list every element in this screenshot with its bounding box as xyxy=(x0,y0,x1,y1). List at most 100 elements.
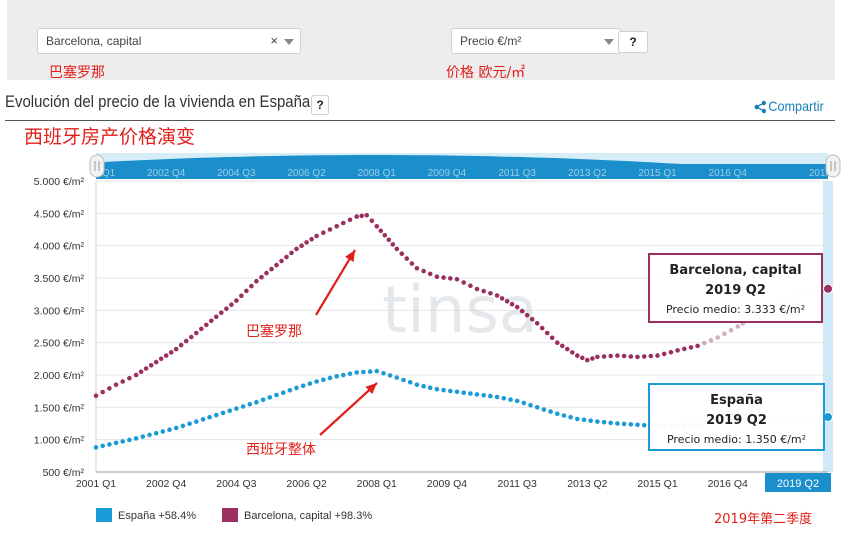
tooltip-box xyxy=(648,253,823,323)
x-axis: 2001 Q1 2002 Q4 2004 Q3 2006 Q2 2008 Q1 2009 … xyxy=(76,471,831,492)
line-dot xyxy=(675,348,680,353)
line-dot xyxy=(127,375,132,381)
line-dot xyxy=(367,369,373,374)
unit-help-button[interactable]: ? xyxy=(618,31,648,53)
line-dot xyxy=(421,383,426,389)
line-dot xyxy=(561,413,567,418)
line-dot xyxy=(279,258,284,264)
line-dot xyxy=(427,385,433,390)
y-tick-label: 3.500 €/m² xyxy=(34,273,85,285)
line-dot xyxy=(259,274,264,280)
line-dot xyxy=(234,406,239,411)
line-dot xyxy=(441,387,446,393)
line-dot xyxy=(224,306,229,311)
line-dot xyxy=(93,393,99,398)
x-tick-label: 2009 Q4 xyxy=(427,478,467,490)
line-dot xyxy=(434,386,440,392)
line-dot xyxy=(100,443,105,449)
line-dot xyxy=(509,301,515,307)
page-title: Evolución del precio de la vivienda en E… xyxy=(5,92,311,111)
line-dot xyxy=(590,356,595,361)
line-dot xyxy=(441,275,446,280)
line-dot xyxy=(661,351,667,357)
line-dot xyxy=(113,440,119,446)
line-dot xyxy=(549,335,555,341)
arrow-shaft xyxy=(315,249,356,316)
navigator-tick-label: 2006 Q2 xyxy=(287,168,326,179)
line-dot xyxy=(93,445,99,450)
title-help-button[interactable]: ? xyxy=(311,95,329,115)
line-dot xyxy=(514,398,520,404)
line-dot xyxy=(702,340,707,346)
line-dot xyxy=(294,246,299,252)
x-tick-label: 2016 Q4 xyxy=(708,478,748,490)
line-dot xyxy=(173,425,179,431)
line-dot xyxy=(580,355,585,361)
line-dot xyxy=(565,346,570,352)
legend-item-espana[interactable]: España +58.4% xyxy=(96,508,196,522)
city-annotation: 巴塞罗那 xyxy=(49,65,105,81)
unit-select[interactable]: Precio €/m² xyxy=(451,28,621,54)
line-dot xyxy=(407,380,413,385)
navigator-tick-label: 2009 Q4 xyxy=(428,168,467,179)
line-dot xyxy=(688,345,694,350)
line-dot xyxy=(167,427,172,433)
line-dot xyxy=(454,389,460,395)
line-dot xyxy=(244,288,249,294)
line-dot xyxy=(254,278,259,284)
spain-annotation: 西班牙整体 xyxy=(246,442,316,458)
line-dot xyxy=(204,322,209,328)
line-dot xyxy=(541,407,547,412)
line-dot xyxy=(608,353,613,359)
legend-item-barcelona[interactable]: Barcelona, capital +98.3% xyxy=(222,508,372,522)
line-dot xyxy=(138,369,144,375)
y-tick-label: 2.000 €/m² xyxy=(34,370,85,382)
line-dot xyxy=(404,256,410,261)
filter-bar: Barcelona, capital × Precio €/m² ? 巴塞罗那 … xyxy=(7,0,835,81)
quarter-annotation: 2019年第二季度 xyxy=(714,512,813,527)
city-select[interactable]: Barcelona, capital × xyxy=(37,28,301,54)
legend-swatch-espana xyxy=(96,508,112,522)
line-dot xyxy=(474,392,480,397)
line-dot xyxy=(194,419,199,424)
y-axis: 500 €/m² 1.000 €/m² 1.500 €/m² 2.000 €/m² 2.… xyxy=(34,176,85,479)
chevron-down-icon[interactable] xyxy=(284,39,294,45)
navigator-handle-right[interactable] xyxy=(825,154,841,178)
navigator-tick-label: 2016 Q4 xyxy=(709,168,748,179)
clear-icon[interactable]: × xyxy=(270,33,278,48)
data-point xyxy=(823,283,833,294)
line-dot xyxy=(585,357,590,363)
line-dot xyxy=(560,343,565,349)
line-dot xyxy=(214,314,219,320)
line-dot xyxy=(708,338,714,343)
line-dot xyxy=(247,402,253,407)
tooltip-espana: España 2019 Q2 Precio medio: 1.350 €/m² xyxy=(648,383,825,451)
line-dot xyxy=(399,251,405,256)
line-dot xyxy=(588,418,593,424)
line-dot xyxy=(621,353,627,359)
tooltip-period: 2019 Q2 xyxy=(705,283,766,298)
time-navigator[interactable]: 2001 Q1 2002 Q4 2004 Q3 2006 Q2 2008 Q1 2009 … xyxy=(77,153,842,179)
share-button[interactable]: Compartir xyxy=(754,98,824,114)
line-dot xyxy=(264,270,269,276)
navigator-tick-label: 2013 Q2 xyxy=(568,168,607,179)
line-dot xyxy=(494,394,500,400)
line-dot xyxy=(621,421,627,427)
line-dot xyxy=(494,293,500,298)
line-dot xyxy=(229,302,234,307)
line-dot xyxy=(354,214,360,219)
line-dot xyxy=(601,354,607,359)
line-dot xyxy=(454,277,460,282)
line-dot xyxy=(148,363,154,368)
navigator-handle-left[interactable] xyxy=(89,154,105,178)
line-dot xyxy=(668,349,674,355)
chevron-down-icon[interactable] xyxy=(604,39,614,45)
line-dot xyxy=(354,370,360,375)
x-tick-label: 2004 Q3 xyxy=(216,478,256,490)
line-dot xyxy=(601,419,607,425)
y-tick-label: 4.000 €/m² xyxy=(34,241,85,253)
line-dot xyxy=(234,298,239,303)
line-dot xyxy=(321,230,326,235)
line-dot xyxy=(519,308,525,314)
line-dot xyxy=(481,288,487,294)
